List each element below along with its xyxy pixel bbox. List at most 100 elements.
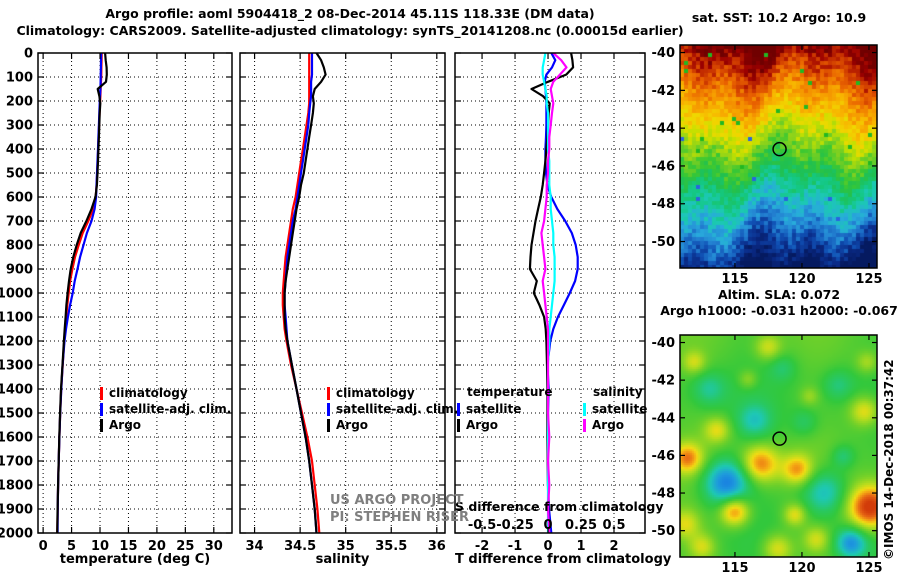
svg-text:400: 400 xyxy=(6,143,33,158)
sla-map-title-line2: Argo h1000: -0.031 h2000: -0.067 xyxy=(660,303,898,318)
series-temperature-satellite xyxy=(543,53,579,533)
svg-text:1200: 1200 xyxy=(0,335,33,350)
svg-text:1700: 1700 xyxy=(0,455,33,470)
svg-text:1500: 1500 xyxy=(0,407,33,422)
svg-text:500: 500 xyxy=(6,167,33,182)
legend-header-temperature: temperature xyxy=(467,385,553,399)
climatology-line-swatch xyxy=(327,386,330,400)
svg-text:1100: 1100 xyxy=(0,311,33,326)
legend-item: Argo xyxy=(457,417,552,433)
svg-text:1800: 1800 xyxy=(0,479,33,494)
series-satellite-adj-clim- xyxy=(283,53,318,533)
svg-text:300: 300 xyxy=(6,119,33,134)
argo-tdiff-swatch xyxy=(457,418,460,432)
svg-text:-46: -46 xyxy=(652,159,676,174)
svg-text:-40: -40 xyxy=(652,336,676,351)
legend-item: Argo xyxy=(327,417,458,433)
legend-label: satellite xyxy=(466,402,522,416)
sst-map-image xyxy=(680,45,877,268)
svg-text:-46: -46 xyxy=(652,449,676,464)
sla-map-title-line1: Altim. SLA: 0.072 xyxy=(717,287,841,302)
legend-label: climatology xyxy=(109,386,188,400)
difference_profile-panel: -2 -1 0 1 2-0.5 -0.25 0 0.25 0.5 xyxy=(454,52,646,554)
panel-box xyxy=(454,52,646,534)
svg-text:-44: -44 xyxy=(652,411,676,426)
series-climatology xyxy=(281,53,321,533)
panel-box xyxy=(37,52,233,534)
satellite-adj-line-swatch xyxy=(327,402,330,416)
legend-item: satellite xyxy=(457,401,552,417)
series-satellite-adj-clim- xyxy=(56,53,103,533)
salinity-axis-label: salinity xyxy=(315,552,370,567)
svg-text:900: 900 xyxy=(6,263,33,278)
legend-item: satellite-adj. clim. xyxy=(100,401,231,417)
svg-text:200: 200 xyxy=(6,95,33,110)
legend-item: Argo xyxy=(583,417,647,433)
series-temperature-argo xyxy=(528,53,575,533)
svg-text:700: 700 xyxy=(6,215,33,230)
legend-item: climatology xyxy=(327,385,458,401)
svg-text:1000: 1000 xyxy=(0,287,33,302)
legend-item: satellite-adj. clim. xyxy=(327,401,458,417)
sdiff-axis-label: S difference from climatology xyxy=(455,499,664,514)
svg-text:1400: 1400 xyxy=(0,383,33,398)
svg-text:120: 120 xyxy=(788,272,815,287)
argo-line-swatch xyxy=(327,418,330,432)
svg-text:-48: -48 xyxy=(652,197,676,212)
svg-text:-0.5: -0.5 xyxy=(468,518,496,533)
svg-text:800: 800 xyxy=(6,239,33,254)
temperature-axis-label: temperature (deg C) xyxy=(59,552,211,567)
imos-watermark: ©IMOS 14-Dec-2018 00:37:42 xyxy=(882,359,896,560)
tdiff-axis-label: T difference from climatology xyxy=(455,552,672,567)
svg-text:-50: -50 xyxy=(652,235,676,250)
svg-text:-42: -42 xyxy=(652,374,676,389)
svg-text:-44: -44 xyxy=(652,122,676,137)
legend-label: satellite-adj. clim. xyxy=(109,402,232,416)
salinity_profile-panel: 34 34.5 35 35.5 36 xyxy=(239,52,446,554)
series-argo xyxy=(283,53,327,533)
legend-label: satellite xyxy=(592,402,648,416)
salinity-panel-legend: climatology satellite-adj. clim. Argo xyxy=(327,385,458,433)
legend-item: Argo xyxy=(100,417,231,433)
legend-label: Argo xyxy=(336,418,369,432)
legend-item: climatology xyxy=(100,385,231,401)
figure-title-line2: Climatology: CARS2009. Satellite-adjuste… xyxy=(16,23,684,38)
satellite-sdiff-swatch xyxy=(583,402,586,416)
legend-label: satellite-adj. clim. xyxy=(336,402,459,416)
series-climatology xyxy=(56,53,103,533)
temperature-panel-legend: climatology satellite-adj. clim. Argo xyxy=(100,385,231,433)
svg-text:125: 125 xyxy=(855,272,882,287)
series-argo xyxy=(56,53,108,533)
svg-text:100: 100 xyxy=(6,71,33,86)
svg-text:1900: 1900 xyxy=(0,503,33,518)
legend-label: climatology xyxy=(336,386,415,400)
project-annotation: US ARGO PROJECT PI: STEPHEN RISER xyxy=(330,492,469,526)
svg-text:-42: -42 xyxy=(652,84,676,99)
satellite-adj-line-swatch xyxy=(100,402,103,416)
svg-text:-50: -50 xyxy=(652,524,676,539)
sdiff-legend-group: salinity satellite Argo xyxy=(583,385,647,433)
figure-title-line1: Argo profile: aoml 5904418_2 08-Dec-2014… xyxy=(105,6,595,21)
argo-line-swatch xyxy=(100,418,103,432)
svg-text:0.5: 0.5 xyxy=(602,518,625,533)
project-annotation-line2: PI: STEPHEN RISER xyxy=(330,510,469,525)
temperature_profile-panel: 0 5 10 15 20 25 300100200300400500600700800900… xyxy=(0,47,233,554)
legend-label: Argo xyxy=(109,418,142,432)
svg-text:0: 0 xyxy=(543,518,552,533)
svg-text:115: 115 xyxy=(721,272,748,287)
series-salinity-argo xyxy=(540,53,568,533)
climatology-line-swatch xyxy=(100,386,103,400)
legend-label: Argo xyxy=(592,418,625,432)
svg-text:-0.25: -0.25 xyxy=(496,518,533,533)
argo-sdiff-swatch xyxy=(583,418,586,432)
legend-label: Argo xyxy=(466,418,499,432)
sla-map-image xyxy=(680,335,877,557)
svg-text:600: 600 xyxy=(6,191,33,206)
svg-text:0: 0 xyxy=(24,47,33,62)
svg-text:125: 125 xyxy=(855,561,882,576)
panel-box xyxy=(239,52,446,534)
project-annotation-line1: US ARGO PROJECT xyxy=(330,493,464,508)
svg-text:115: 115 xyxy=(721,561,748,576)
sst-map-title: sat. SST: 10.2 Argo: 10.9 xyxy=(691,10,867,25)
